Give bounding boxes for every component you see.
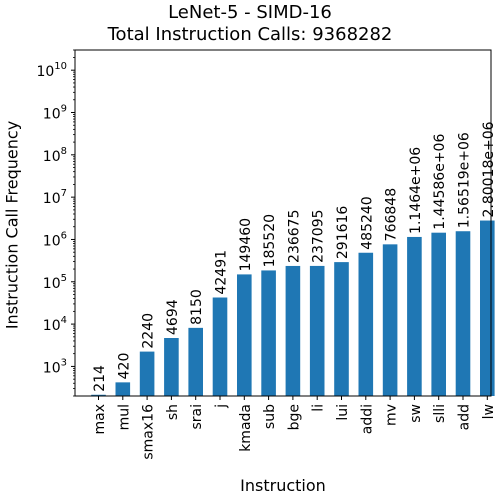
data-labels-group: 214 420 2240 4694 8150 42491 149460 185520 23667… bbox=[92, 121, 497, 391]
chart-subtitle: Total Instruction Calls: 9368282 bbox=[107, 24, 393, 45]
data-label-max: 214 bbox=[92, 365, 108, 392]
bar-srai bbox=[188, 327, 203, 396]
bar-smax16 bbox=[139, 351, 155, 396]
data-label-li: 237095 bbox=[311, 209, 327, 262]
bar-kmada bbox=[237, 274, 252, 396]
y-tick-label: 1010 bbox=[36, 61, 67, 80]
data-label-bge: 236675 bbox=[286, 209, 302, 262]
x-tick-label-lw: lw bbox=[481, 404, 497, 419]
data-label-sh: 4694 bbox=[165, 299, 181, 335]
bar-lw bbox=[480, 220, 495, 396]
x-tick-label-srai: srai bbox=[189, 404, 205, 430]
y-tick-label: 108 bbox=[43, 146, 67, 165]
data-label-srai: 8150 bbox=[189, 289, 205, 325]
bars-group bbox=[91, 220, 495, 396]
x-tick-label-sh: sh bbox=[165, 404, 181, 420]
bar-sw bbox=[407, 236, 422, 396]
x-axis-label: Instruction bbox=[240, 476, 326, 495]
x-tick-label-add: add bbox=[457, 404, 473, 430]
bar-add bbox=[455, 231, 471, 396]
y-tick-label: 107 bbox=[43, 188, 67, 207]
data-label-sw: 1.1464e+06 bbox=[408, 147, 424, 234]
y-ticks-group: 103 104 105 106 107 108 109 1010 bbox=[36, 49, 75, 397]
bar-mv bbox=[382, 244, 398, 396]
chart-title: LeNet-5 - SIMD-16 bbox=[168, 2, 332, 23]
x-ticks-group: max mul smax16 sh srai j kmada sub bge li lui addi m… bbox=[92, 396, 497, 460]
x-tick-label-sw: sw bbox=[408, 404, 424, 423]
x-tick-label-max: max bbox=[92, 404, 108, 435]
x-tick-label-addi: addi bbox=[359, 404, 375, 434]
bar-li bbox=[309, 265, 325, 396]
bar-mul bbox=[115, 382, 131, 396]
data-label-add: 1.56519e+06 bbox=[457, 132, 473, 228]
bar-sh bbox=[164, 338, 179, 396]
x-tick-label-j: j bbox=[214, 404, 230, 409]
x-tick-label-bge: bge bbox=[286, 404, 302, 430]
bar-lui bbox=[334, 262, 349, 396]
data-label-sub: 185520 bbox=[262, 214, 278, 267]
data-label-lui: 291616 bbox=[335, 206, 351, 260]
x-tick-label-sub: sub bbox=[262, 404, 278, 429]
x-tick-label-li: li bbox=[311, 404, 327, 412]
y-tick-label: 109 bbox=[43, 104, 67, 123]
data-label-lw: 2.80018e+06 bbox=[481, 121, 497, 217]
y-axis-label: Instruction Call Frequency bbox=[2, 120, 22, 330]
data-label-j: 42491 bbox=[214, 250, 230, 295]
y-tick-label: 104 bbox=[43, 315, 67, 334]
plot-frame bbox=[74, 49, 492, 397]
data-label-mv: 766848 bbox=[384, 188, 400, 241]
data-label-smax16: 2240 bbox=[141, 313, 157, 349]
bar-bge bbox=[285, 265, 301, 396]
x-tick-label-slli: slli bbox=[432, 404, 448, 423]
bar-addi bbox=[358, 252, 374, 396]
data-label-mul: 420 bbox=[116, 353, 132, 380]
x-tick-label-smax16: smax16 bbox=[141, 404, 157, 460]
y-tick-label: 106 bbox=[43, 230, 67, 249]
data-label-kmada: 149460 bbox=[238, 218, 254, 271]
bar-j bbox=[212, 297, 228, 396]
data-label-addi: 485240 bbox=[359, 196, 375, 249]
x-tick-label-lui: lui bbox=[335, 404, 351, 421]
bar-slli bbox=[431, 232, 446, 396]
x-tick-label-mv: mv bbox=[384, 404, 400, 426]
x-tick-label-mul: mul bbox=[116, 404, 132, 430]
x-tick-label-kmada: kmada bbox=[238, 404, 254, 452]
bar-max bbox=[91, 394, 106, 396]
y-tick-label: 105 bbox=[43, 273, 67, 292]
bar-sub bbox=[261, 270, 276, 396]
y-tick-label: 103 bbox=[43, 357, 67, 376]
data-label-slli: 1.44586e+06 bbox=[432, 134, 448, 230]
